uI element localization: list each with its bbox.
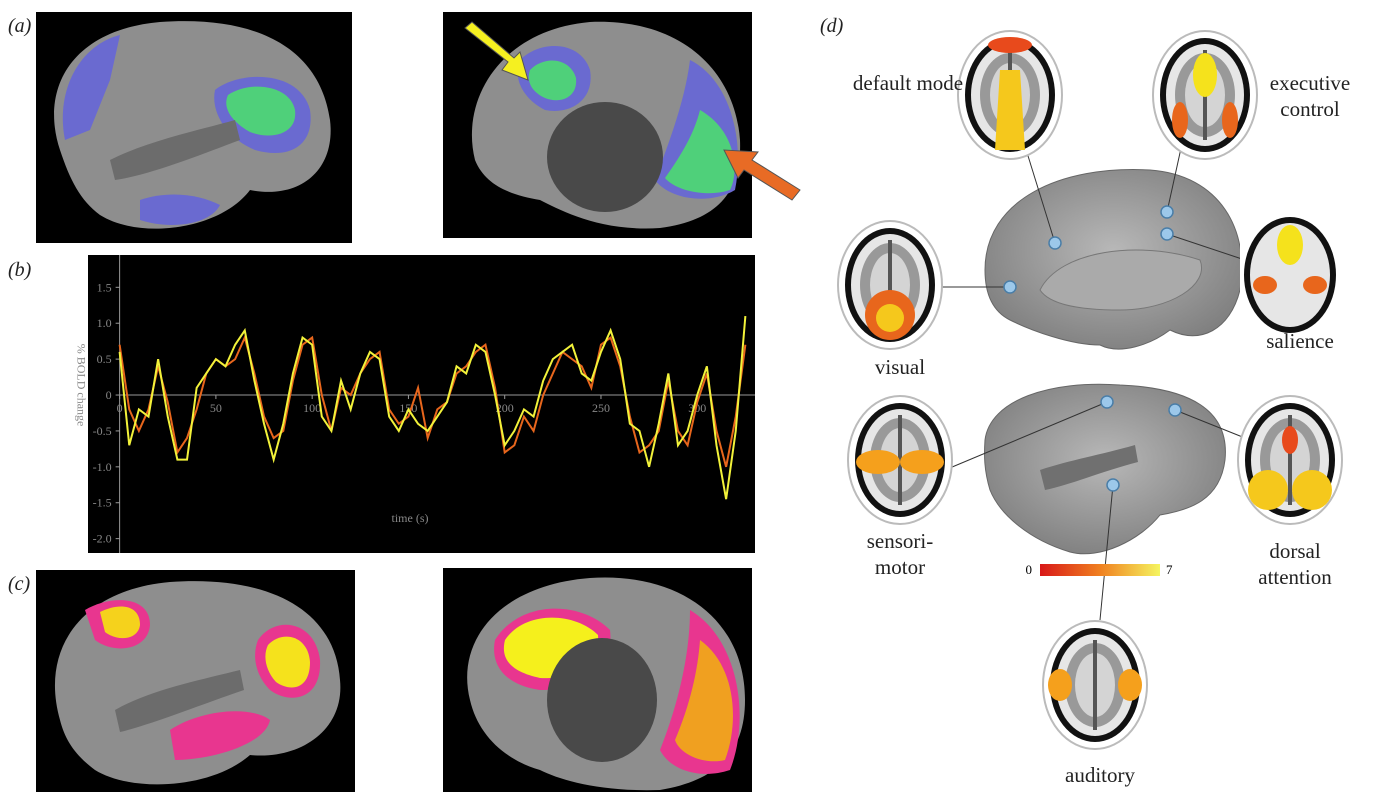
y-tick-label: -1.0 (93, 460, 112, 474)
figure: 1.51.00.50-0.5-1.0-1.5-2.005010015020025… (0, 0, 1380, 792)
network-label: sensori-motor (850, 528, 950, 580)
colorbar-high: 7 (1166, 562, 1173, 577)
illustration-shape (1004, 281, 1016, 293)
illustration-shape (1193, 53, 1217, 97)
network-label: visual (840, 354, 960, 380)
x-tick-label: 100 (303, 401, 321, 415)
illustration-shape (1222, 102, 1238, 138)
illustration-shape (547, 102, 663, 212)
illustration-shape (1277, 225, 1303, 265)
illustration-shape (1303, 276, 1327, 294)
network-label: salience (1240, 328, 1360, 354)
x-tick-label: 250 (592, 401, 610, 415)
illustration-shape (988, 37, 1032, 53)
network-label: default mode (848, 70, 968, 96)
illustration-shape (1169, 404, 1181, 416)
y-tick-label: 1.0 (97, 316, 112, 330)
illustration-shape (1048, 669, 1072, 701)
y-tick-label: -0.5 (93, 424, 112, 438)
network-label: auditory (1040, 762, 1160, 788)
y-axis-label: % BOLD change (75, 344, 89, 427)
x-tick-label: 50 (210, 401, 222, 415)
illustration-shape (1107, 479, 1119, 491)
network-label: dorsal attention (1240, 538, 1350, 590)
illustration-shape (1240, 212, 1336, 333)
y-tick-label: 1.5 (97, 280, 112, 294)
x-axis-label: time (s) (392, 511, 429, 525)
illustration-shape (1238, 396, 1342, 524)
illustration-shape (1172, 102, 1188, 138)
y-tick-label: 0 (106, 388, 112, 402)
y-tick-label: -2.0 (93, 532, 112, 546)
y-tick-label: -1.5 (93, 496, 112, 510)
illustration-shape (1253, 276, 1277, 294)
illustration-shape (1049, 237, 1061, 249)
panel-label: (b) (8, 259, 32, 281)
illustration-shape (1248, 470, 1288, 510)
illustration-shape (1292, 470, 1332, 510)
illustration-shape (1161, 228, 1173, 240)
network-label: executive control (1250, 70, 1370, 122)
illustration-shape (900, 450, 944, 474)
colorbar (1040, 564, 1160, 576)
x-tick-label: 0 (117, 401, 123, 415)
panel-label: (d) (820, 15, 844, 37)
y-tick-label: 0.5 (97, 352, 112, 366)
illustration-shape (1161, 206, 1173, 218)
illustration-shape (876, 304, 904, 332)
panel-label: (c) (8, 573, 31, 595)
illustration-shape (995, 70, 1025, 150)
panel-a (36, 12, 800, 243)
panel-c (36, 568, 752, 792)
illustration-shape (1101, 396, 1113, 408)
illustration-shape (1118, 669, 1142, 701)
colorbar-low: 0 (1026, 562, 1033, 577)
page: 1.51.00.50-0.5-1.0-1.5-2.005010015020025… (0, 0, 1380, 792)
panel-d: 0 7 (838, 31, 1342, 749)
illustration-shape (1282, 426, 1298, 454)
illustration-shape (547, 638, 657, 762)
illustration-shape (856, 450, 900, 474)
panel-label: (a) (8, 15, 32, 37)
